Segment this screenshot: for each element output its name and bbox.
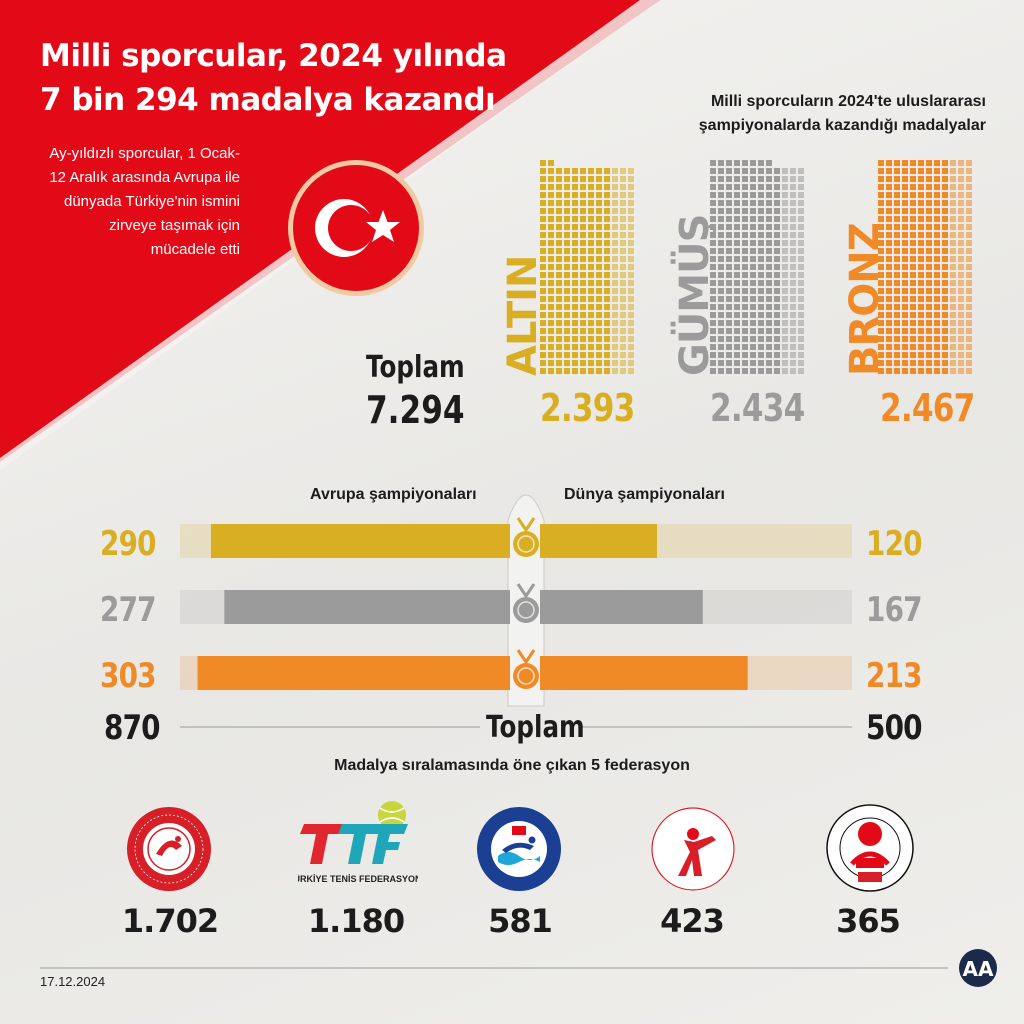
- federation-value-taekwondo: 423: [660, 902, 725, 940]
- europe-bar-silver: [224, 590, 510, 624]
- title-line-1: Milli sporcular, 2024 yılında: [40, 38, 507, 74]
- medal-grid-bronze: [878, 160, 972, 374]
- world-total: 500: [866, 708, 923, 748]
- federations-title: Madalya sıralamasında öne çıkan 5 federa…: [334, 757, 690, 774]
- aa-logo-text: AA: [963, 957, 994, 981]
- tenis-caption: TÜRKİYE TENİS FEDERASYONU: [298, 874, 418, 884]
- medals-chart-title: Milli sporcuların 2024'te uluslararası ş…: [626, 90, 986, 138]
- tenis-logo-icon: TÜRKİYE TENİS FEDERASYONU: [298, 801, 418, 884]
- footer-date: 17.12.2024: [40, 974, 106, 989]
- subtitle: Ay-yıldızlı sporcular, 1 Ocak-12 Aralık …: [49, 145, 240, 258]
- taekwondo-logo-icon: [651, 807, 735, 891]
- turkish-flag-icon: [288, 160, 424, 296]
- middle-total-label: Toplam: [486, 710, 585, 745]
- europe-bar-bronze: [197, 656, 510, 690]
- medal-ribbon-gold: [516, 517, 536, 533]
- europe-value-silver: 277: [100, 590, 157, 630]
- total-value: 7.294: [366, 388, 465, 432]
- value-label-gold: 2.393: [540, 386, 635, 430]
- europe-bar-gold: [210, 524, 510, 558]
- value-label-silver: 2.434: [710, 386, 805, 430]
- federation-value-kick-boks: 1.702: [121, 902, 219, 940]
- page-title: Milli sporcular, 2024 yılında 7 bin 294 …: [40, 34, 507, 122]
- federation-value-tenis: 1.180: [307, 902, 405, 940]
- world-value-gold: 120: [866, 524, 923, 564]
- legend-world: Dünya şampiyonaları: [564, 486, 725, 503]
- world-bar-gold: [540, 524, 657, 558]
- medal-icon-silver: [513, 597, 539, 623]
- legend-europe: Avrupa şampiyonaları: [310, 486, 477, 503]
- medal-icon-ring-silver: [517, 601, 535, 619]
- medal-icon-gold: [513, 531, 539, 557]
- medal-grid-silver: [710, 160, 804, 374]
- medal-icon-ring-gold: [517, 535, 535, 553]
- federation-value-yuzme: 581: [488, 902, 553, 940]
- kick-boks-logo-icon: [127, 807, 211, 891]
- europe-value-bronze: 303: [100, 656, 157, 696]
- medal-grid-gold: [540, 160, 634, 374]
- medals-chart-title-2: şampiyonalarda kazandığı madalyalar: [698, 117, 986, 134]
- medal-icon-bronze: [513, 663, 539, 689]
- karate-logo-icon: [826, 804, 914, 892]
- federation-value-karate: 365: [836, 902, 901, 940]
- world-bar-silver: [540, 590, 703, 624]
- europe-total: 870: [104, 708, 161, 748]
- world-value-silver: 167: [866, 590, 923, 630]
- medal-ribbon-bronze: [516, 649, 536, 665]
- medals-chart-title-1: Milli sporcuların 2024'te uluslararası: [710, 93, 986, 110]
- world-bar-bronze: [540, 656, 748, 690]
- aa-logo-icon: AA: [959, 949, 997, 987]
- title-line-2: 7 bin 294 madalya kazandı: [40, 82, 496, 118]
- total-label: Toplam: [366, 350, 465, 385]
- europe-value-gold: 290: [100, 524, 157, 564]
- medal-icon-ring-bronze: [517, 667, 535, 685]
- yuzme-logo-icon: [477, 807, 561, 891]
- value-label-bronze: 2.467: [880, 386, 975, 430]
- medal-ribbon-silver: [516, 583, 536, 599]
- world-value-bronze: 213: [866, 656, 923, 696]
